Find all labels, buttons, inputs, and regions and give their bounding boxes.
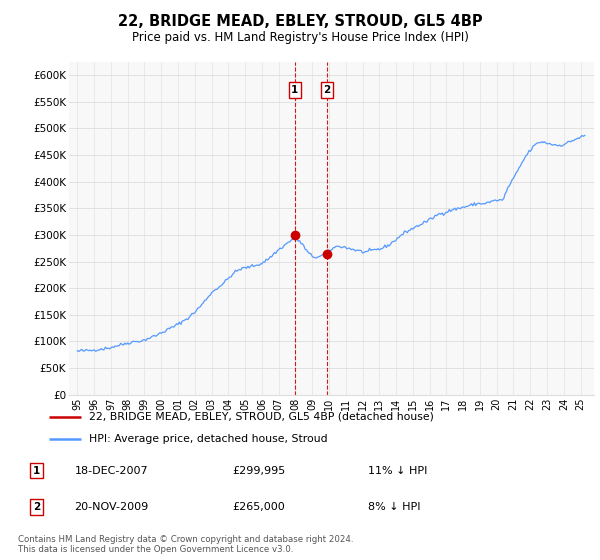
Text: 1: 1 <box>291 85 298 95</box>
Text: 2: 2 <box>323 85 331 95</box>
Text: £299,995: £299,995 <box>232 465 286 475</box>
Text: 18-DEC-2007: 18-DEC-2007 <box>74 465 148 475</box>
Text: Contains HM Land Registry data © Crown copyright and database right 2024.
This d: Contains HM Land Registry data © Crown c… <box>18 535 353 554</box>
Text: 8% ↓ HPI: 8% ↓ HPI <box>368 502 420 512</box>
Text: Price paid vs. HM Land Registry's House Price Index (HPI): Price paid vs. HM Land Registry's House … <box>131 31 469 44</box>
Text: 22, BRIDGE MEAD, EBLEY, STROUD, GL5 4BP: 22, BRIDGE MEAD, EBLEY, STROUD, GL5 4BP <box>118 14 482 29</box>
Text: 22, BRIDGE MEAD, EBLEY, STROUD, GL5 4BP (detached house): 22, BRIDGE MEAD, EBLEY, STROUD, GL5 4BP … <box>89 412 434 422</box>
Text: 1: 1 <box>33 465 40 475</box>
Text: HPI: Average price, detached house, Stroud: HPI: Average price, detached house, Stro… <box>89 434 328 444</box>
Text: £265,000: £265,000 <box>232 502 285 512</box>
Text: 2: 2 <box>33 502 40 512</box>
Text: 11% ↓ HPI: 11% ↓ HPI <box>368 465 427 475</box>
Text: 20-NOV-2009: 20-NOV-2009 <box>74 502 149 512</box>
